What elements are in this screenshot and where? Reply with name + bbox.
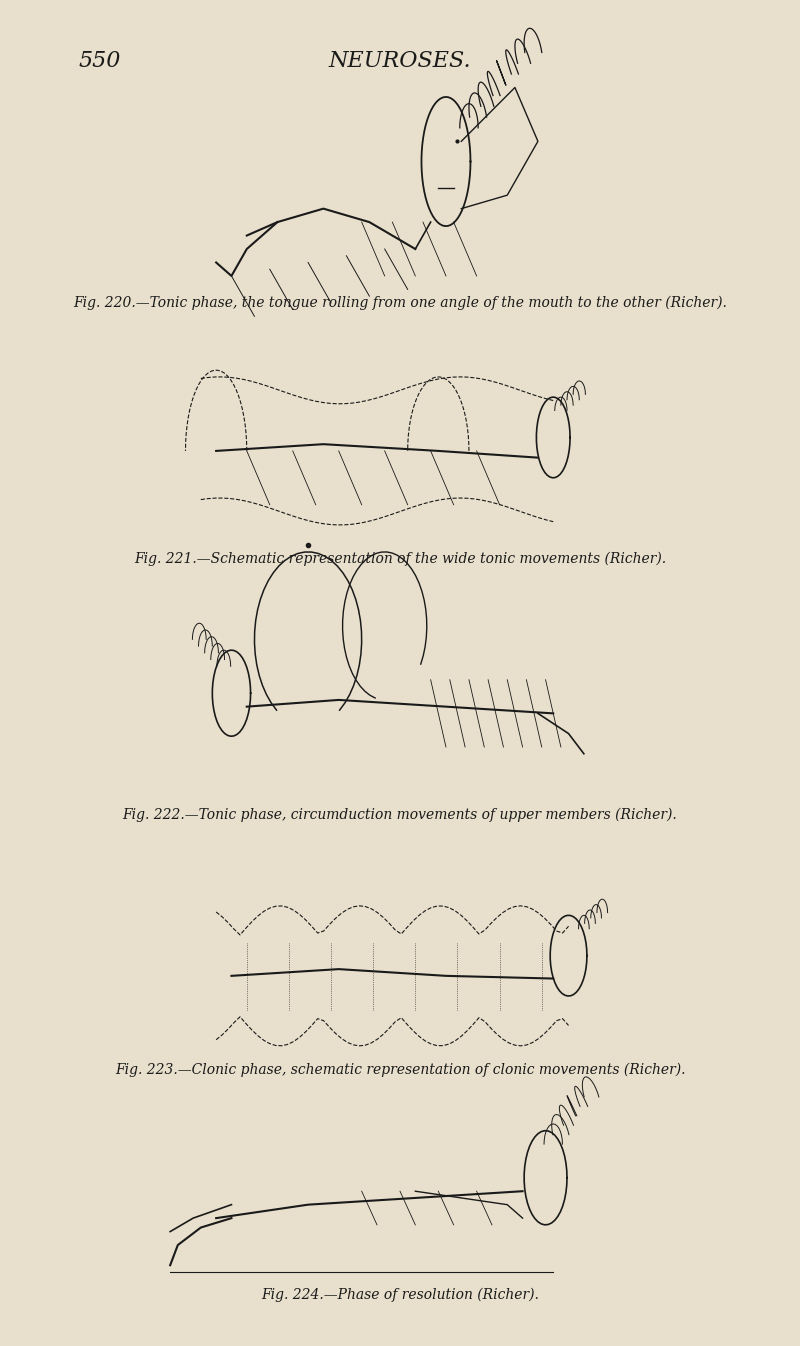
Text: 550: 550 (78, 50, 121, 71)
Text: Fig. 224.—Phase of resolution (Richer).: Fig. 224.—Phase of resolution (Richer). (261, 1288, 539, 1302)
Text: Fig. 222.—Tonic phase, circumduction movements of upper members (Richer).: Fig. 222.—Tonic phase, circumduction mov… (122, 808, 678, 821)
Text: Fig. 220.—Tonic phase, the tongue rolling from one angle of the mouth to the oth: Fig. 220.—Tonic phase, the tongue rollin… (73, 296, 727, 310)
Text: NEUROSES.: NEUROSES. (329, 50, 471, 71)
Text: Fig. 223.—Clonic phase, schematic representation of clonic movements (Richer).: Fig. 223.—Clonic phase, schematic repres… (114, 1063, 686, 1077)
Text: Fig. 221.—Schematic representation of the wide tonic movements (Richer).: Fig. 221.—Schematic representation of th… (134, 552, 666, 565)
